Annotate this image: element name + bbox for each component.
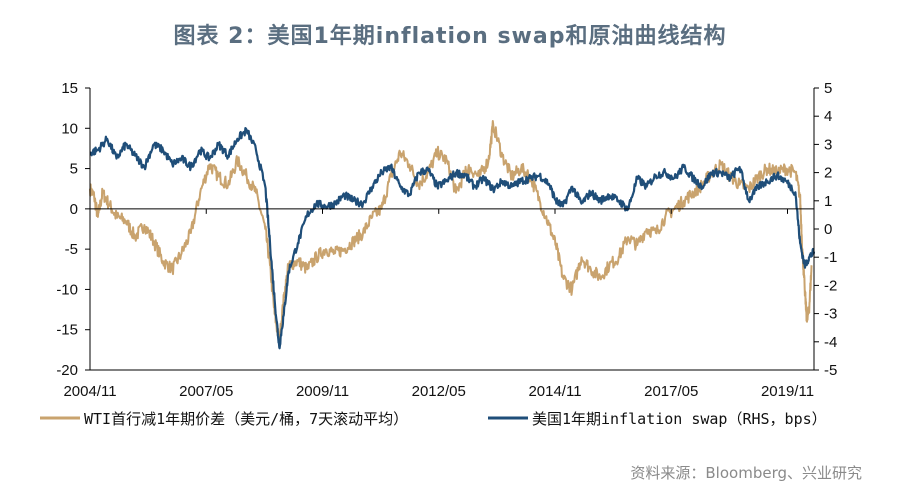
x-tick-label: 2007/05	[179, 383, 233, 400]
y-right-tick-label: 0	[824, 221, 832, 238]
y-right-tick-label: -2	[824, 277, 837, 294]
legend: WTI首行减1年期价差（美元/桶，7天滚动平均） 美国1年期inflation …	[40, 410, 827, 428]
y-right-tick-label: 5	[824, 80, 832, 97]
y-left-tick-label: -10	[56, 281, 78, 298]
legend-wti-label: WTI首行减1年期价差（美元/桶，7天滚动平均）	[84, 410, 408, 428]
y-right-tick-label: -3	[824, 306, 837, 323]
x-tick-label: 2012/05	[412, 383, 466, 400]
y-left-tick-label: 15	[61, 80, 78, 97]
x-tick-label: 2014/11	[528, 383, 581, 400]
y-right-tick-label: 2	[824, 165, 832, 182]
y-right-tick-label: 1	[824, 193, 832, 210]
x-tick-label: 2009/11	[296, 383, 349, 400]
y-right-tick-label: -4	[824, 334, 837, 351]
y-left-tick-label: 0	[70, 201, 78, 218]
y-right-tick-label: -1	[824, 249, 837, 266]
x-tick-label: 2019/11	[761, 383, 814, 400]
axes: 151050-5-10-15-20543210-1-2-3-4-52004/11…	[56, 80, 837, 400]
plot-area	[89, 120, 816, 350]
chart-title: 图表 2：美国1年期inflation swap和原油曲线结构	[173, 24, 727, 49]
source-note: 资料来源：Bloomberg、兴业研究	[630, 464, 862, 482]
legend-swap-label: 美国1年期inflation swap（RHS，bps）	[532, 410, 827, 428]
y-left-tick-label: -15	[56, 322, 78, 339]
y-left-tick-label: 10	[61, 120, 78, 137]
series-line-swap	[89, 127, 816, 350]
y-left-tick-label: -5	[65, 241, 78, 258]
y-left-tick-label: -20	[56, 362, 78, 379]
y-right-tick-label: 3	[824, 136, 832, 153]
y-right-tick-label: 4	[824, 108, 832, 125]
x-tick-label: 2017/05	[644, 383, 698, 400]
y-left-tick-label: 5	[70, 161, 78, 178]
x-tick-label: 2004/11	[63, 383, 116, 400]
y-right-tick-label: -5	[824, 362, 837, 379]
